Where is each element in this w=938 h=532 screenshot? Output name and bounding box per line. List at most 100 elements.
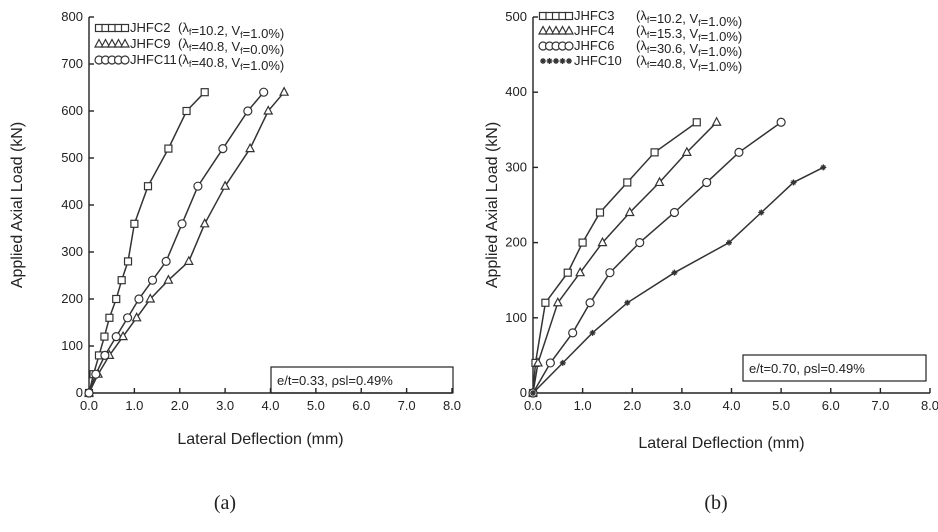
legend-params: (λf=40.8, Vf=0.0%) (178, 36, 284, 57)
x-tick-label: 3.0 (673, 398, 691, 413)
data-point (199, 218, 210, 228)
legend-marker (120, 38, 130, 48)
data-point (100, 332, 109, 341)
legend-params: (λf=10.2, Vf=1.0%) (636, 8, 742, 29)
figure-caption: (a) (214, 492, 236, 514)
legend-params: (λf=40.8, Vf=1.0%) (178, 52, 284, 73)
legend-item: JHFC9 (λf=40.8, Vf=0.0%) (94, 36, 284, 57)
legend-item: JHFC3 (λf=10.2, Vf=1.0%) (538, 8, 742, 29)
data-point (112, 294, 121, 304)
data-point (84, 388, 94, 398)
data-point (595, 208, 605, 217)
series-jhfc11 (84, 87, 269, 398)
data-point (143, 182, 153, 191)
data-point (702, 177, 712, 188)
data-point (681, 146, 692, 156)
x-tick-label: 1.0 (574, 398, 592, 413)
legend-item: JHFC6 (λf=30.6, Vf=1.0%) (538, 38, 742, 59)
legend-marker (120, 55, 130, 65)
legend-label: JHFC11 (130, 52, 177, 67)
data-point (711, 116, 722, 126)
y-tick-label: 700 (61, 56, 83, 71)
data-point (790, 179, 797, 186)
data-point (541, 298, 550, 307)
data-point (177, 219, 187, 229)
legend-item: JHFC10 (λf=40.8, Vf=1.0%) (540, 53, 742, 74)
series-line (532, 166, 824, 394)
data-point (726, 239, 733, 246)
y-tick-label: 100 (61, 338, 83, 353)
annotation: e/t=0.33, ρsl=0.49% (270, 366, 454, 394)
x-tick-label: 8.0 (921, 398, 938, 413)
data-point (193, 181, 203, 191)
x-tick-label: 1.0 (125, 398, 143, 413)
legend-marker (546, 58, 553, 64)
x-tick-label: 7.0 (871, 398, 889, 413)
data-point (597, 236, 608, 247)
data-point (563, 268, 572, 277)
y-tick-label: 600 (61, 103, 83, 118)
legend-label: JHFC2 (130, 20, 170, 35)
legend-item: JHFC4 (λf=15.3, Vf=1.0%) (538, 23, 742, 44)
data-point (182, 106, 191, 116)
series-line (532, 121, 782, 394)
data-point (279, 86, 290, 96)
legend-marker (564, 11, 574, 21)
x-tick-label: 5.0 (772, 398, 790, 413)
series-jhfc9 (84, 86, 290, 397)
data-point (163, 274, 174, 284)
data-point (532, 357, 543, 367)
legend-marker (559, 58, 566, 64)
data-point (245, 142, 256, 153)
data-point (200, 88, 209, 97)
data-point (122, 313, 133, 323)
figure-caption: (b) (704, 492, 727, 514)
x-tick-label: 4.0 (722, 398, 740, 413)
legend-marker (113, 38, 124, 48)
data-point (589, 329, 596, 336)
x-tick-label: 8.0 (443, 398, 461, 413)
x-tick-label: 2.0 (171, 398, 189, 413)
y-tick-label: 100 (505, 310, 527, 325)
legend-params: (λf=15.3, Vf=1.0%) (636, 23, 742, 44)
y-tick-label: 0 (76, 385, 83, 400)
y-tick-label: 500 (505, 9, 527, 24)
data-point (164, 144, 173, 153)
data-point (734, 147, 744, 157)
data-point (669, 207, 680, 218)
data-point (585, 298, 595, 308)
legend-label: JHFC6 (574, 38, 614, 53)
data-point (147, 275, 158, 285)
legend-marker (94, 38, 104, 48)
legend-params: (λf=30.6, Vf=1.0%) (636, 38, 742, 59)
data-point (654, 176, 665, 187)
chart-a: 0.0 1.0 2.0 3.0 4.0 5.0 6.0 7.0 8.0 0 100 200 300 400… (9, 9, 461, 448)
data-point (263, 105, 274, 115)
data-point (111, 332, 121, 342)
legend-label: JHFC3 (574, 8, 614, 23)
data-point (624, 299, 631, 306)
y-axis-title: Applied Axial Load (kN) (484, 122, 501, 288)
legend-marker (538, 25, 548, 35)
data-point (552, 296, 563, 307)
data-point (635, 238, 645, 248)
data-point (100, 350, 110, 360)
data-point (559, 359, 566, 366)
x-tick-label: 2.0 (623, 398, 641, 413)
y-tick-label: 500 (61, 150, 83, 165)
y-tick-label: 400 (61, 197, 83, 212)
data-point (243, 106, 253, 116)
x-tick-label: 6.0 (352, 398, 370, 413)
series-jhfc6 (528, 117, 786, 398)
annotation-box (270, 366, 454, 394)
data-point (650, 148, 659, 157)
legend-marker (540, 58, 546, 64)
legend-marker (557, 25, 568, 35)
data-point (623, 178, 632, 187)
data-point (545, 358, 555, 368)
series-jhfc2 (84, 88, 209, 398)
data-point (123, 257, 133, 266)
series-jhfc3 (528, 118, 701, 398)
legend-label: JHFC9 (130, 36, 170, 51)
